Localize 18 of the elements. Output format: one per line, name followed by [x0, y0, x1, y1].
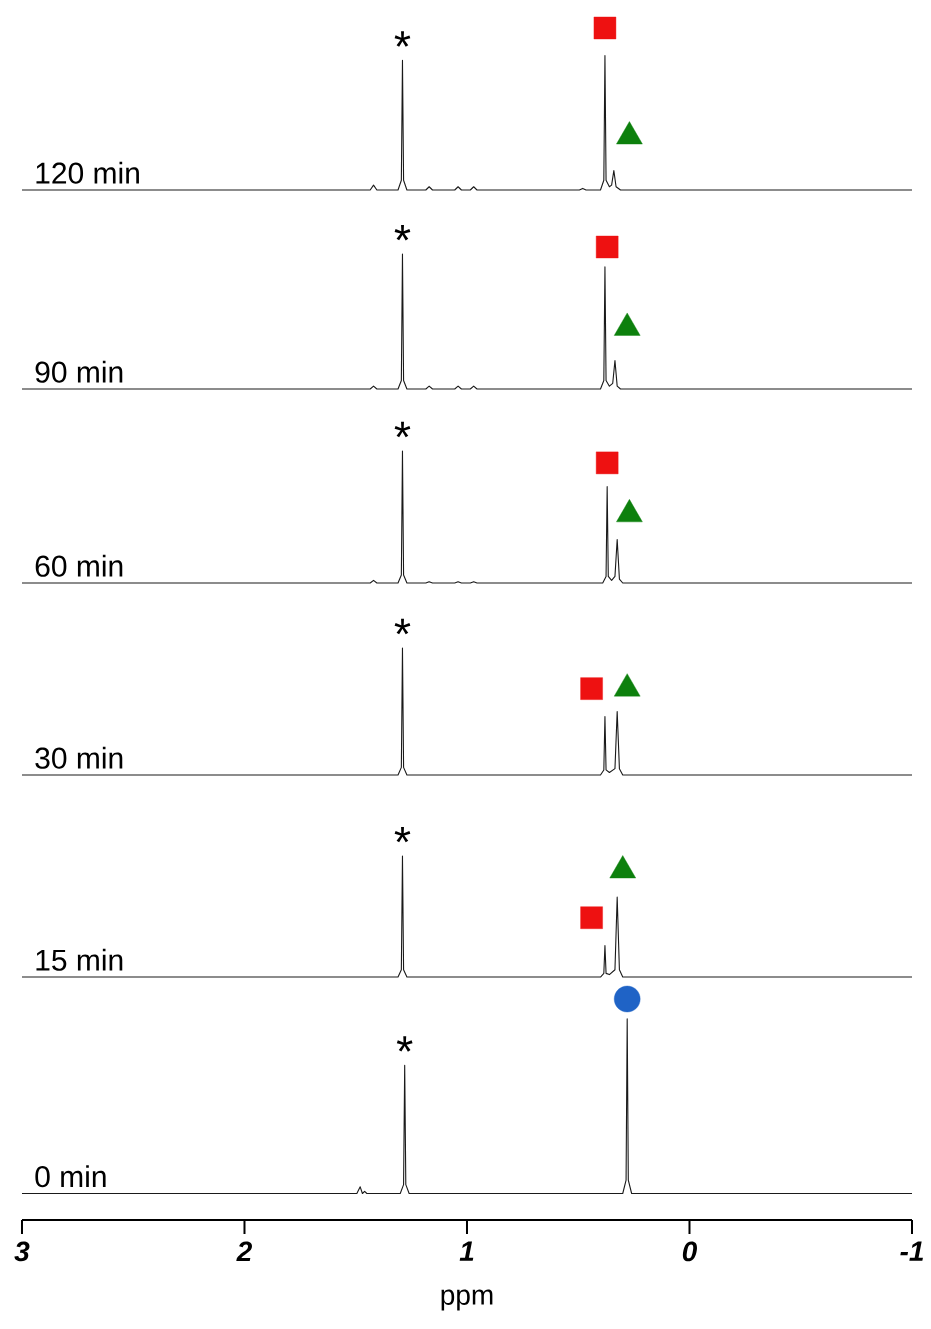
x-tick-label: 0 — [682, 1241, 697, 1262]
annotation: 90 min — [35, 360, 123, 383]
x-axis-title: ppm — [441, 1289, 493, 1311]
x-tick-label: -1 — [900, 1241, 923, 1261]
annotation: 15 min — [36, 948, 123, 971]
annotation: 0 min — [35, 1165, 106, 1188]
text: * — [394, 826, 411, 843]
annotation: 30 min — [35, 746, 123, 769]
annotation: 60 min — [35, 554, 123, 577]
x-tick-label: 1 — [459, 1241, 474, 1261]
text: * — [394, 421, 411, 438]
x-tick-label: 2 — [236, 1241, 252, 1262]
text: * — [394, 618, 411, 635]
text: * — [394, 224, 411, 241]
annotation: * — [396, 1036, 413, 1052]
x-tick-label: 3 — [14, 1241, 30, 1262]
annotation: 120 min — [36, 161, 139, 184]
annotation: * — [394, 31, 411, 47]
